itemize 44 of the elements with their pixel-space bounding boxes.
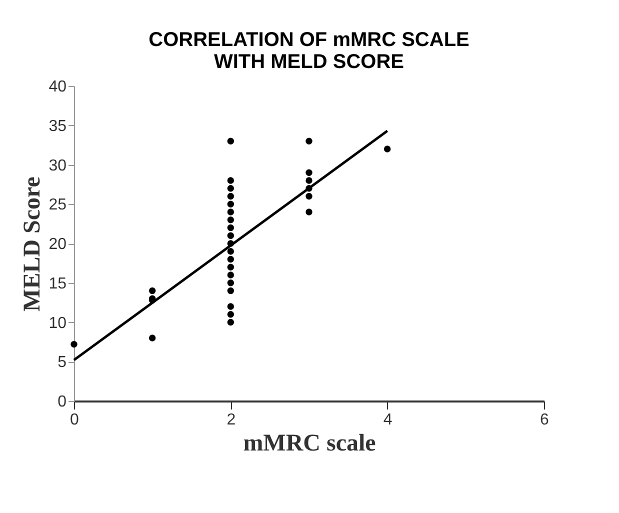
point bbox=[227, 311, 234, 318]
point bbox=[306, 177, 312, 184]
y-tick-label: 40 bbox=[48, 78, 67, 96]
point bbox=[227, 192, 234, 200]
x-tick-label: 4 bbox=[383, 412, 392, 428]
point bbox=[306, 192, 312, 200]
point bbox=[148, 287, 156, 294]
point bbox=[227, 224, 234, 232]
point bbox=[227, 272, 234, 278]
point bbox=[227, 200, 234, 208]
point bbox=[384, 146, 391, 152]
point bbox=[306, 169, 312, 176]
point bbox=[227, 264, 234, 270]
point bbox=[227, 287, 234, 294]
y-tick-label: 30 bbox=[48, 157, 67, 174]
point bbox=[227, 232, 234, 239]
point bbox=[227, 216, 234, 224]
point bbox=[227, 280, 234, 286]
point bbox=[227, 138, 234, 144]
point bbox=[227, 248, 234, 255]
point bbox=[227, 303, 234, 310]
point bbox=[306, 208, 312, 216]
point bbox=[227, 208, 234, 216]
x-axis-title: mMRC scale bbox=[243, 430, 376, 456]
y-tick-label: 35 bbox=[48, 118, 67, 135]
point bbox=[227, 177, 234, 184]
y-tick-label: 10 bbox=[48, 314, 67, 332]
x-tick-label: 6 bbox=[540, 412, 550, 428]
x-tick-label: 0 bbox=[70, 412, 80, 428]
text: WITH MELD SCORE bbox=[214, 51, 404, 73]
y-tick-label: 15 bbox=[48, 275, 67, 292]
point bbox=[227, 318, 234, 326]
point bbox=[227, 185, 234, 192]
point bbox=[227, 256, 234, 263]
y-tick-label: 0 bbox=[58, 394, 67, 410]
x-tick-label: 2 bbox=[226, 412, 236, 428]
point bbox=[148, 334, 156, 342]
text: CORRELATION OF mMRC SCALE bbox=[148, 29, 470, 51]
point bbox=[70, 340, 78, 348]
y-tick-label: 5 bbox=[58, 354, 67, 372]
point bbox=[306, 138, 312, 144]
y-tick-label: 20 bbox=[48, 236, 67, 253]
y-axis-title: MELD Score bbox=[20, 176, 46, 312]
y-tick-label: 25 bbox=[48, 196, 67, 214]
